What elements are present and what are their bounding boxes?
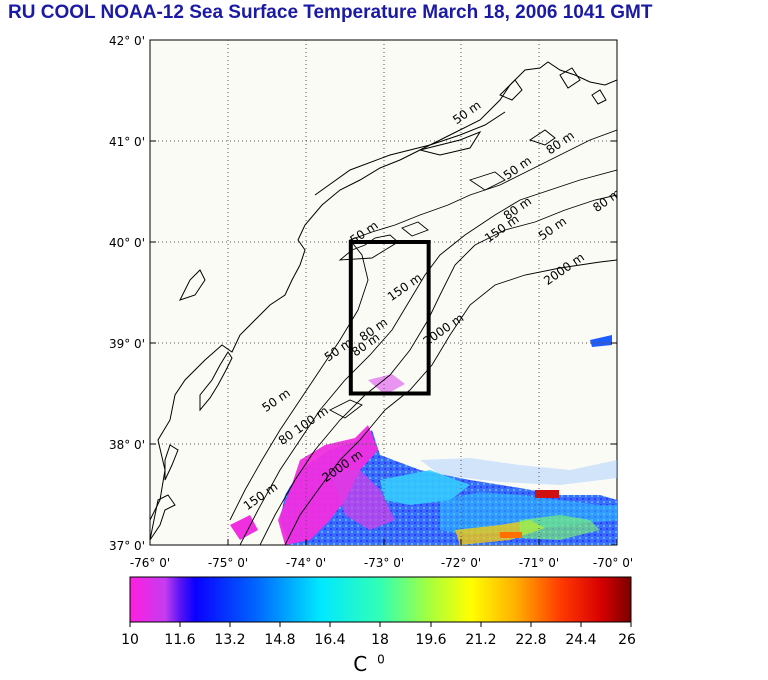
study-area-box [348, 240, 431, 396]
lat-label: 40° 0' [109, 236, 145, 250]
graticule [150, 40, 617, 545]
lon-label: -73° 0' [364, 556, 404, 570]
lat-label: 42° 0' [109, 34, 145, 48]
colorbar [129, 576, 632, 623]
latitude-labels: 42° 0' 41° 0' 40° 0' 39° 0' 38° 0' 37° 0… [109, 34, 145, 553]
colorbar-label: 21.2 [465, 632, 496, 648]
colorbar-label: 16.4 [314, 632, 345, 648]
lon-label: -72° 0' [441, 556, 481, 570]
colorbar-label: 22.8 [515, 632, 546, 648]
axis-ticks [149, 39, 618, 546]
lat-label: 38° 0' [109, 438, 145, 452]
lon-label: -75° 0' [208, 556, 248, 570]
unit-superscript: 0 [377, 652, 385, 667]
colorbar-labels: 10 11.6 13.2 14.8 16.4 18 19.6 21.2 22.8… [121, 632, 636, 648]
page-title: RU COOL NOAA-12 Sea Surface Temperature … [8, 2, 653, 23]
colorbar-label: 14.8 [264, 632, 295, 648]
colorbar-label: 13.2 [214, 632, 245, 648]
colorbar-label: 10 [121, 632, 139, 648]
sst-data [230, 335, 617, 545]
unit-text: C [353, 652, 368, 676]
lon-label: -74° 0' [286, 556, 326, 570]
lon-label: -70° 0' [593, 556, 633, 570]
colorbar-ticks [129, 622, 632, 627]
lat-label: 37° 0' [109, 539, 145, 553]
lat-label: 41° 0' [109, 135, 145, 149]
colorbar-label: 19.6 [415, 632, 446, 648]
colorbar-label: 24.4 [565, 632, 596, 648]
lat-label: 39° 0' [109, 337, 145, 351]
colorbar-label: 26 [618, 632, 636, 648]
colorbar-label: 11.6 [164, 632, 195, 648]
lon-label: -71° 0' [519, 556, 559, 570]
lon-label: -76° 0' [130, 556, 170, 570]
longitude-labels: -76° 0' -75° 0' -74° 0' -73° 0' -72° 0' … [130, 556, 633, 570]
colorbar-label: 18 [371, 632, 389, 648]
coastline [150, 61, 617, 541]
